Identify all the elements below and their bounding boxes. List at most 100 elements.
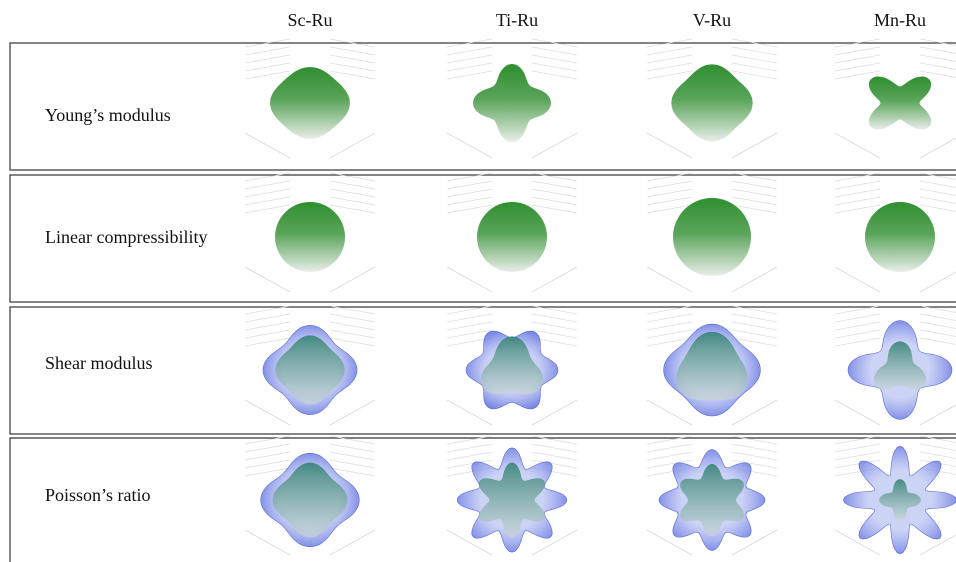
axis-grid (446, 451, 493, 461)
axis-grid (646, 70, 693, 80)
axis-grid (646, 451, 693, 461)
axis-grid (244, 132, 291, 159)
axis-grid (244, 435, 291, 445)
axis-grid (646, 172, 693, 182)
young-surface (270, 67, 350, 139)
axis-grid (244, 172, 291, 182)
axis-grid (919, 196, 956, 204)
axis-grid (531, 529, 578, 556)
axis-grid (446, 435, 493, 445)
axis-grid (919, 443, 956, 451)
axis-grid (531, 435, 578, 445)
axis-grid (244, 529, 291, 556)
young-surface (671, 64, 753, 142)
axis-grid (531, 305, 578, 315)
axis-grid (646, 38, 693, 48)
axis-grid (731, 459, 778, 469)
axis-grid (446, 196, 493, 206)
axis-grid (244, 329, 291, 339)
axis-grid (446, 529, 493, 556)
axis-grid (244, 321, 291, 331)
axis-grid (731, 204, 778, 214)
row-label: Shear modulus (45, 353, 153, 373)
axis-grid (244, 399, 291, 426)
axis-grid (446, 399, 493, 426)
axis-grid (244, 443, 291, 453)
axis-grid (244, 459, 291, 469)
inner-surface (272, 462, 348, 538)
axis-grid (919, 188, 956, 196)
axis-grid (731, 188, 778, 198)
axis-grid (919, 204, 956, 212)
axis-grid (244, 313, 291, 323)
column-header: Sc-Ru (288, 10, 333, 30)
axis-grid (329, 529, 376, 556)
axis-grid (731, 329, 778, 339)
axis-grid (531, 70, 578, 80)
axis-grid (329, 180, 376, 190)
column-header: Mn-Ru (874, 10, 926, 30)
axis-grid (446, 459, 493, 469)
axis-grid (446, 132, 493, 159)
axis-grid (919, 137, 956, 159)
row-frame (9, 437, 956, 562)
axis-grid (531, 54, 578, 64)
axis-grid (329, 204, 376, 214)
axis-grid (646, 188, 693, 198)
axis-grid (446, 180, 493, 190)
axis-grid (446, 443, 493, 453)
axis-grid (531, 399, 578, 426)
inner-surface (874, 341, 926, 390)
axis-grid (834, 329, 881, 339)
axis-grid (646, 266, 693, 293)
inner-surface (478, 462, 546, 538)
axis-grid (531, 38, 578, 48)
axis-grid (919, 337, 956, 345)
axis-grid (244, 188, 291, 198)
axis-grid (531, 204, 578, 214)
row-frame (9, 42, 956, 171)
axis-grid (531, 321, 578, 331)
axis-grid (329, 172, 376, 182)
axis-grid (646, 305, 693, 315)
axis-grid (244, 467, 291, 477)
axis-grid (919, 180, 956, 188)
axis-grid (244, 266, 291, 293)
compressibility-surface (477, 202, 547, 272)
axis-grid (531, 451, 578, 461)
axis-grid (646, 180, 693, 190)
axis-grid (244, 451, 291, 461)
axis-grid (834, 188, 881, 198)
axis-grid (834, 529, 881, 556)
axis-grid (329, 337, 376, 347)
compressibility-surface (865, 202, 935, 272)
axis-grid (329, 188, 376, 198)
row-label: Young’s modulus (45, 105, 171, 125)
axis-grid (834, 132, 881, 159)
axis-grid (329, 435, 376, 445)
axis-grid (731, 54, 778, 64)
axis-grid (446, 46, 493, 56)
young-surface (868, 76, 932, 130)
axis-grid (834, 172, 881, 182)
axis-grid (834, 313, 881, 323)
axis-grid (731, 435, 778, 445)
axis-grid (919, 435, 956, 443)
axis-grid (531, 459, 578, 469)
axis-grid (446, 266, 493, 293)
axis-grid (731, 132, 778, 159)
axis-grid (731, 70, 778, 80)
axis-grid (329, 321, 376, 331)
axis-grid (646, 435, 693, 445)
axis-grid (919, 329, 956, 337)
axis-grid (731, 62, 778, 72)
axis-grid (329, 459, 376, 469)
axis-grid (834, 196, 881, 206)
axis-grid (244, 305, 291, 315)
row-frame (9, 174, 956, 303)
axis-grid (446, 329, 493, 339)
axis-grid (834, 451, 881, 461)
axis-grid (446, 188, 493, 198)
axis-grid (731, 443, 778, 453)
axis-grid (329, 313, 376, 323)
